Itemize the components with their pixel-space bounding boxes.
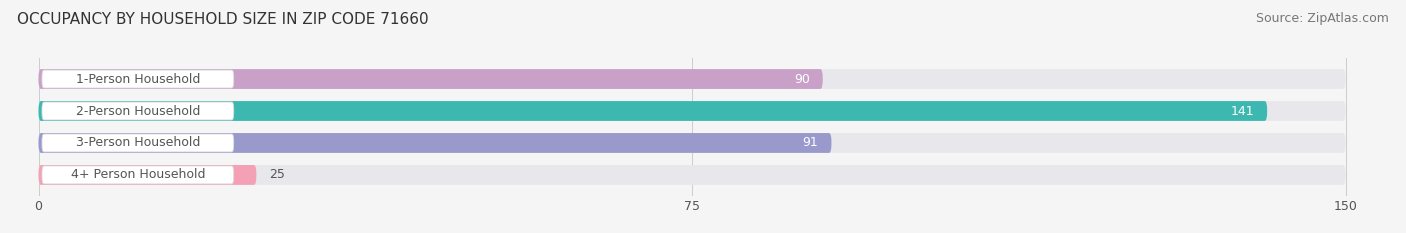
- Text: 25: 25: [270, 168, 285, 182]
- FancyBboxPatch shape: [38, 165, 256, 185]
- FancyBboxPatch shape: [38, 69, 1346, 89]
- FancyBboxPatch shape: [42, 134, 233, 152]
- FancyBboxPatch shape: [38, 69, 823, 89]
- Text: Source: ZipAtlas.com: Source: ZipAtlas.com: [1256, 12, 1389, 25]
- Text: 2-Person Household: 2-Person Household: [76, 104, 200, 117]
- FancyBboxPatch shape: [42, 70, 233, 88]
- Text: 90: 90: [794, 72, 810, 86]
- FancyBboxPatch shape: [38, 101, 1267, 121]
- Text: 91: 91: [803, 137, 818, 150]
- Text: 1-Person Household: 1-Person Household: [76, 72, 200, 86]
- Text: 3-Person Household: 3-Person Household: [76, 137, 200, 150]
- FancyBboxPatch shape: [38, 133, 831, 153]
- FancyBboxPatch shape: [38, 133, 1346, 153]
- FancyBboxPatch shape: [38, 165, 1346, 185]
- Text: 141: 141: [1230, 104, 1254, 117]
- FancyBboxPatch shape: [42, 102, 233, 120]
- FancyBboxPatch shape: [42, 166, 233, 184]
- Text: 4+ Person Household: 4+ Person Household: [70, 168, 205, 182]
- FancyBboxPatch shape: [38, 101, 1346, 121]
- Text: OCCUPANCY BY HOUSEHOLD SIZE IN ZIP CODE 71660: OCCUPANCY BY HOUSEHOLD SIZE IN ZIP CODE …: [17, 12, 429, 27]
